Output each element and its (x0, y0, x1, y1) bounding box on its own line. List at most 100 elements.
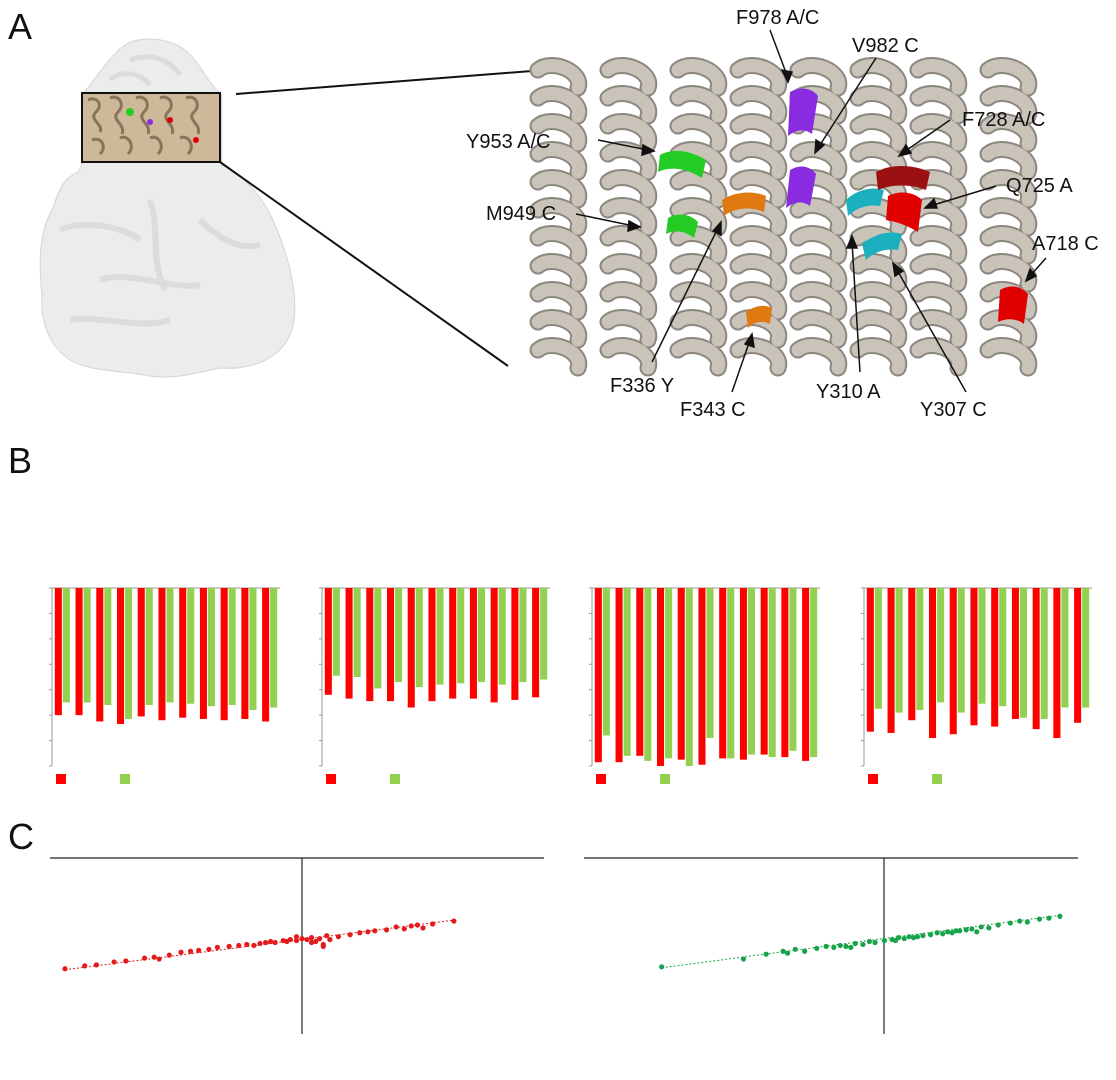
data-point (365, 929, 371, 935)
bar-closed (677, 588, 685, 760)
bar-closed (866, 588, 874, 732)
bar-closed (220, 588, 228, 721)
legend-open-swatch (932, 774, 942, 784)
bar-open (83, 588, 91, 703)
bar-closed (887, 588, 895, 733)
data-point (93, 962, 100, 968)
bar-open (498, 588, 506, 685)
arrow-y307 (895, 267, 967, 393)
data-point (111, 959, 117, 965)
bar-chart-2 (319, 587, 550, 784)
bar-open (415, 588, 423, 688)
arrow-y953 (597, 139, 649, 151)
legend-open-swatch (390, 774, 400, 784)
arrow-f728 (903, 119, 951, 153)
legend-closed-swatch (596, 774, 606, 784)
data-point (814, 945, 820, 951)
legend-closed-swatch (326, 774, 336, 784)
bar-open (1061, 588, 1069, 708)
data-point (740, 956, 747, 962)
residue-y307 (862, 232, 902, 260)
bar-closed (928, 588, 937, 739)
data-point (802, 948, 808, 954)
data-point (401, 926, 407, 932)
panel-letter-b: B (8, 440, 33, 481)
bar-open (602, 588, 610, 736)
zoom-line-bottom (219, 161, 509, 367)
panel-letter-c: C (8, 816, 34, 857)
data-point (934, 930, 940, 936)
data-point (837, 942, 843, 949)
bar-closed (428, 588, 436, 702)
panel-c-charts (50, 857, 1078, 1034)
data-point (293, 937, 300, 944)
data-point (974, 929, 980, 935)
data-point (383, 927, 390, 933)
data-point (852, 940, 858, 947)
arrow-a718-head (1024, 267, 1038, 283)
label-m949: M949 C (486, 203, 556, 225)
bar-closed (1032, 588, 1040, 730)
data-point (823, 943, 829, 950)
bar-open (457, 588, 465, 684)
residue-y310 (846, 188, 884, 216)
data-point (763, 951, 769, 957)
bar-closed (469, 588, 477, 699)
bar-open (685, 588, 693, 766)
bar-closed (970, 588, 978, 726)
arrow-f336 (651, 227, 719, 363)
bar-open (665, 588, 673, 759)
bar-closed (324, 588, 332, 695)
data-point (313, 938, 319, 945)
bar-open (1040, 588, 1048, 719)
bar-open (395, 588, 403, 683)
bar-closed (158, 588, 166, 721)
legend-open-swatch (120, 774, 130, 784)
bar-closed (1053, 588, 1061, 739)
bar-closed (511, 588, 519, 700)
data-point (953, 928, 959, 934)
residue-f978 (788, 88, 818, 136)
bar-chart-1 (49, 587, 280, 784)
arrow-y310 (851, 241, 861, 373)
overview-inset (81, 92, 221, 163)
data-point (920, 933, 926, 939)
bar-closed (698, 588, 706, 765)
bar-open (706, 588, 714, 739)
data-point (317, 936, 323, 942)
protein-surface (39, 38, 296, 378)
label-f336: F336 Y (610, 375, 674, 397)
bar-open (228, 588, 236, 705)
legend-open-swatch (660, 774, 670, 784)
data-point (1046, 915, 1052, 921)
label-y953: Y953 A/C (466, 131, 551, 153)
data-point (1007, 920, 1013, 926)
data-point (414, 922, 421, 928)
bar-closed (96, 588, 104, 722)
bar-open (62, 588, 70, 703)
data-point (357, 930, 363, 936)
data-point (848, 944, 854, 950)
helix-0 (531, 59, 586, 375)
bar-closed (532, 588, 540, 698)
data-point (1024, 919, 1030, 925)
data-point (957, 928, 963, 934)
bar-closed (760, 588, 768, 755)
label-y310: Y310 A (816, 381, 881, 403)
data-point (949, 930, 955, 936)
panel-b-charts (49, 587, 1092, 784)
bar-closed (781, 588, 789, 758)
data-point (393, 924, 399, 930)
data-point (420, 925, 426, 931)
bar-closed (719, 588, 727, 759)
bar-open (332, 588, 340, 676)
data-point (123, 958, 129, 964)
arrow-m949-head (627, 219, 642, 233)
data-point (659, 964, 665, 970)
legend-closed-swatch (868, 774, 878, 784)
bar-chart-4 (861, 587, 1092, 784)
bar-closed (241, 588, 249, 719)
bar-closed (116, 588, 125, 725)
data-point (308, 939, 315, 946)
